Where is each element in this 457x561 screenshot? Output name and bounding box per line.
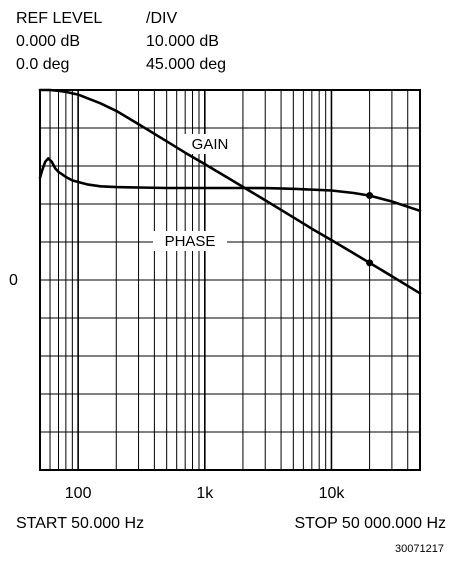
gain-label-mask [182,134,238,154]
gain-ref-level: 0.000 dB [16,33,80,50]
plot-labels: GAIN PHASE [165,136,229,250]
phase-label-mask [153,231,227,251]
x-tick-label-0: 100 [65,485,92,502]
y-ref-label: 0 [9,272,18,289]
plot-curves [38,88,422,295]
ref-level-title: REF LEVEL [16,10,102,27]
gain-marker-0 [366,259,374,267]
phase-marker-0 [366,192,374,200]
plot-grid [39,89,421,471]
figure-id: 30071217 [395,543,444,555]
start-frequency: START 50.000 Hz [16,515,144,532]
stop-frequency: STOP 50 000.000 Hz [294,515,446,532]
phase-curve [38,157,422,213]
gain-curve [38,88,422,295]
gain-label: GAIN [192,136,229,153]
x-tick-label-2: 10k [319,485,346,502]
phase-ref-level: 0.0 deg [16,56,69,73]
gain-per-div: 10.000 dB [146,33,219,50]
div-title: /DIV [146,10,177,27]
phase-per-div: 45.000 deg [146,56,226,73]
x-tick-label-1: 1k [196,485,214,502]
phase-label: PHASE [165,233,216,250]
plot-border [39,89,421,471]
x-tick-labels: 100 1k 10k [65,485,346,502]
